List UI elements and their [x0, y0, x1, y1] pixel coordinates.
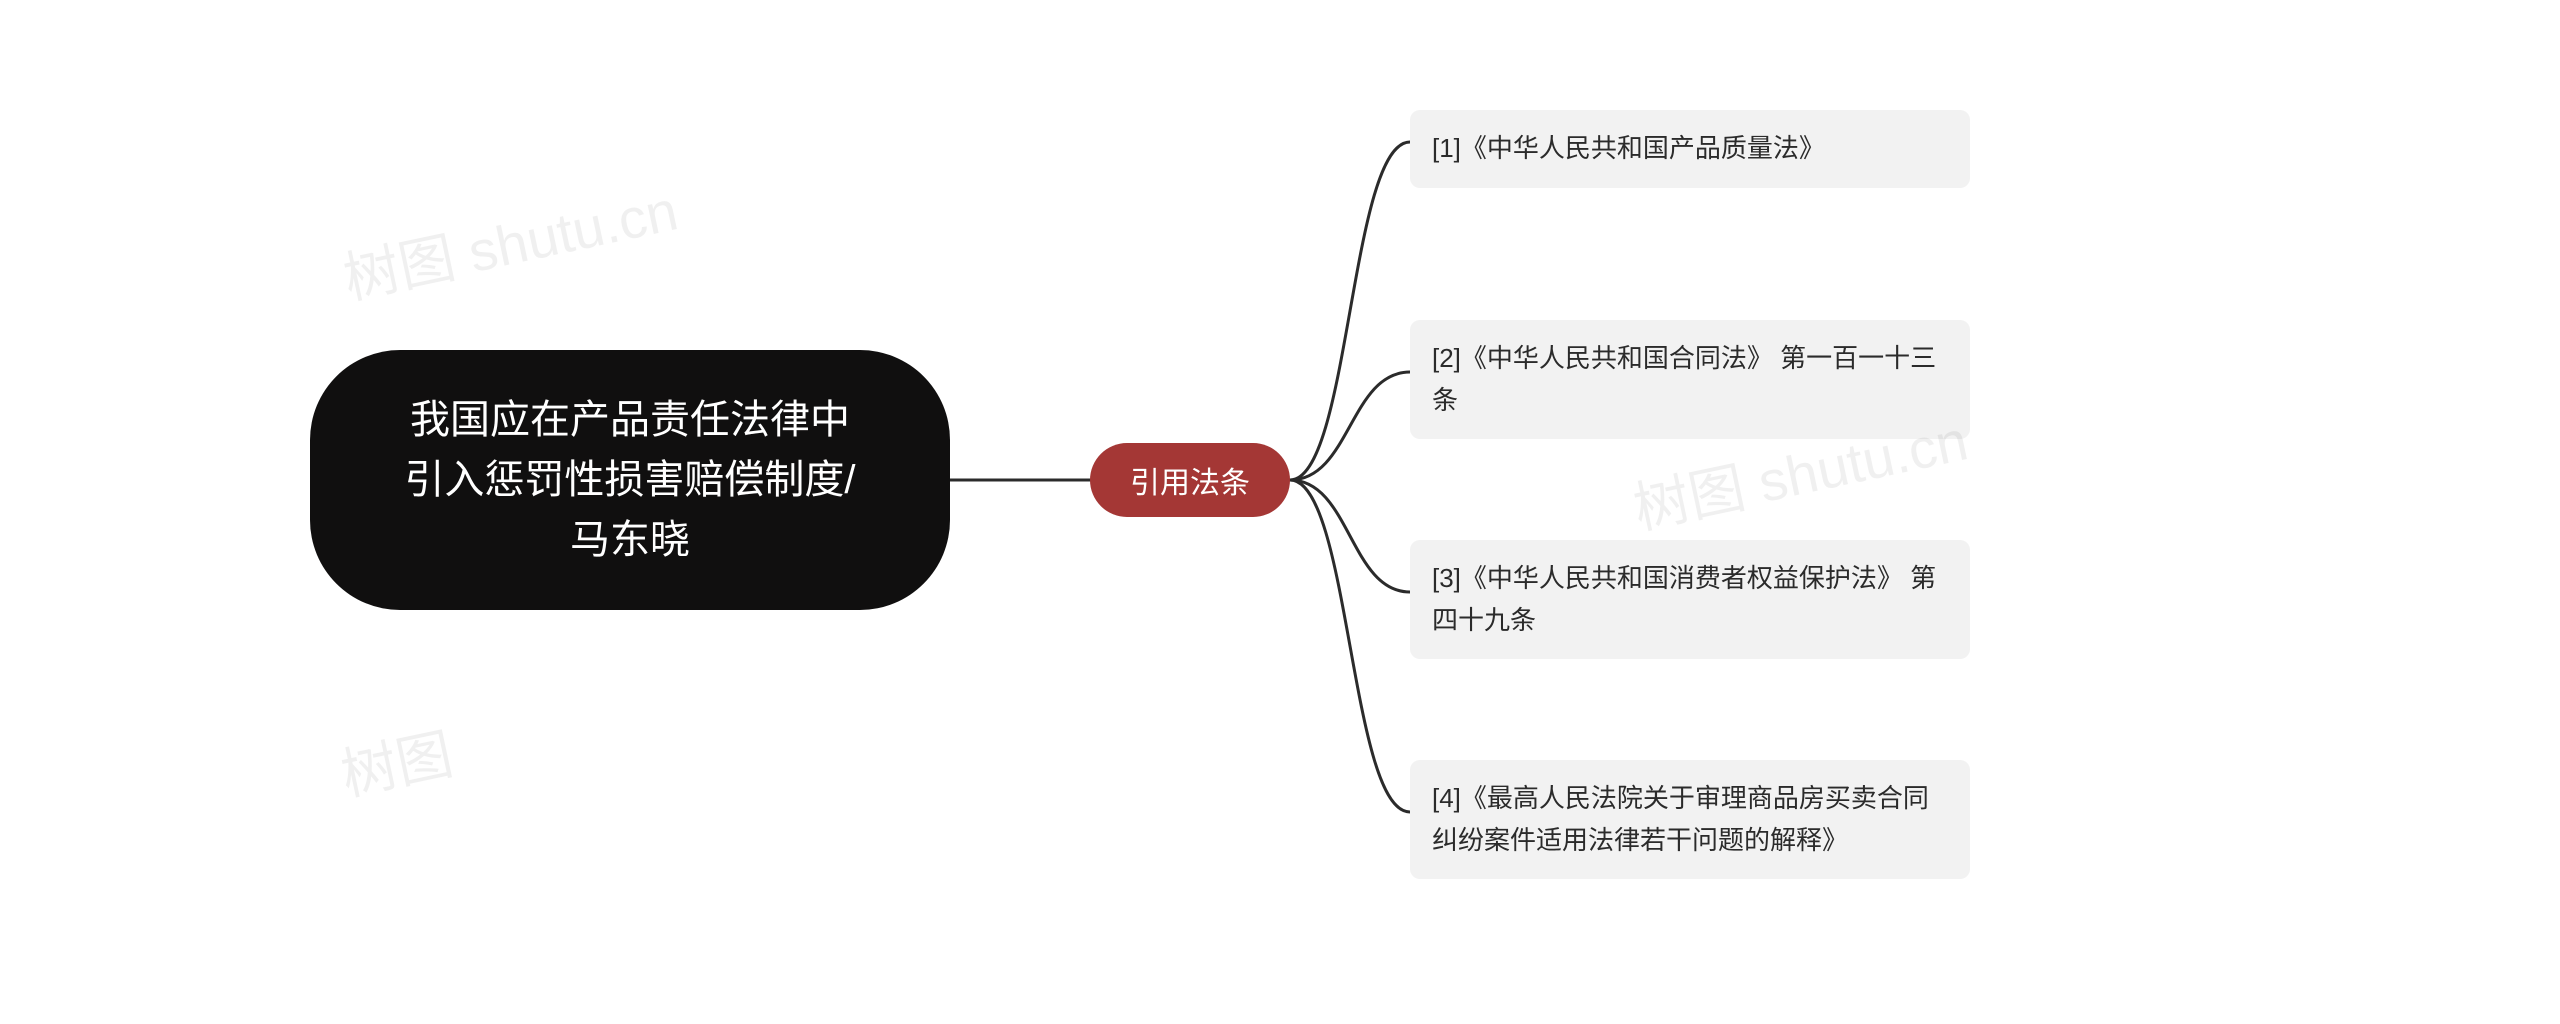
leaf-node: [2]《中华人民共和国合同法》 第一百一十三条 — [1410, 320, 1970, 439]
leaf-node: [3]《中华人民共和国消费者权益保护法》 第四十九条 — [1410, 540, 1970, 659]
watermark: 树图 shutu.cn — [335, 166, 684, 316]
mindmap-category-node: 引用法条 — [1090, 443, 1290, 517]
mindmap-root-node: 我国应在产品责任法律中引入惩罚性损害赔偿制度/马东晓 — [310, 350, 950, 610]
leaf-node: [4]《最高人民法院关于审理商品房买卖合同纠纷案件适用法律若干问题的解释》 — [1410, 760, 1970, 879]
root-text: 我国应在产品责任法律中引入惩罚性损害赔偿制度/马东晓 — [404, 390, 855, 570]
leaf-node: [1]《中华人民共和国产品质量法》 — [1410, 110, 1970, 188]
category-label: 引用法条 — [1130, 458, 1250, 502]
watermark: 树图 — [333, 709, 459, 812]
